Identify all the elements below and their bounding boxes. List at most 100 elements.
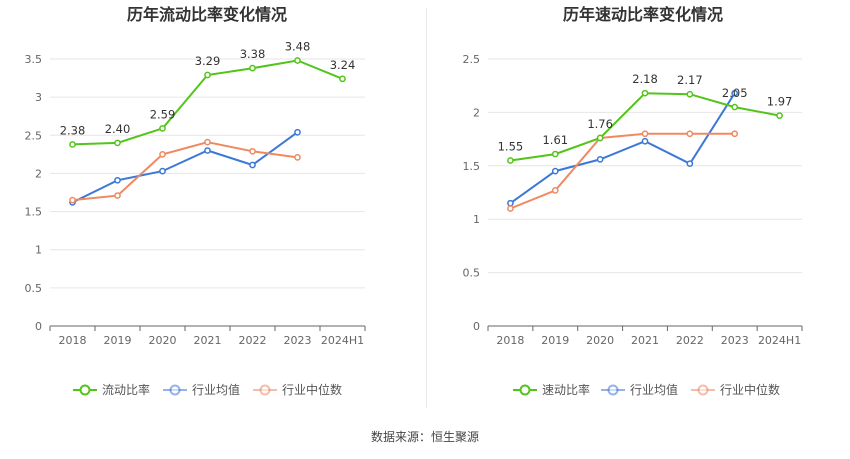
current-ratio-chart: 历年流动比率变化情况 0 0.5 1 1.5 2 2.5 3 3.5 2018 2019 2020 20… [0, 0, 425, 410]
data-label: 2.18 [632, 72, 658, 86]
y-tick-label: 2 [35, 167, 42, 180]
data-point [507, 199, 514, 207]
data-point [294, 154, 301, 161]
data-label: 1.55 [498, 139, 524, 153]
data-point [507, 205, 514, 212]
data-point [114, 192, 121, 199]
data-point [159, 151, 166, 158]
legend-label: 行业均值 [630, 382, 678, 397]
series-line-2 [72, 141, 298, 202]
x-tick-label: 2023 [284, 334, 312, 347]
data-source-note: 数据来源：恒生聚源 [370, 430, 479, 444]
series-line-1 [509, 92, 736, 205]
data-point [731, 103, 739, 111]
data-point [114, 139, 121, 147]
x-tick-label: 2019 [541, 334, 569, 347]
data-label: 2.17 [677, 73, 703, 87]
series-line-1 [72, 131, 299, 204]
data-label: 1.97 [767, 95, 793, 109]
x-tick-label: 2022 [676, 334, 704, 347]
data-point [776, 112, 783, 119]
data-point [249, 147, 256, 155]
data-point [551, 167, 559, 175]
data-label: 2.40 [105, 122, 131, 136]
data-point [69, 196, 76, 204]
legend-marker [697, 384, 709, 396]
legend-label: 速动比率 [542, 382, 590, 397]
data-point [641, 130, 649, 138]
data-point [204, 71, 211, 79]
y-tick-label: 1 [473, 213, 480, 226]
data-point [159, 125, 166, 132]
data-point [686, 90, 694, 98]
data-point [249, 64, 256, 72]
x-tick-label: 2019 [104, 334, 132, 347]
data-point [204, 147, 211, 154]
y-tick-label: 2.5 [25, 129, 43, 142]
data-point [294, 128, 301, 136]
panel-divider [426, 8, 427, 408]
chart-title: 历年流动比率变化情况 [127, 5, 287, 24]
data-point [551, 150, 559, 158]
y-tick-label: 2 [473, 106, 480, 119]
legend-marker [259, 384, 271, 396]
data-point [551, 187, 559, 194]
y-tick-label: 0.5 [463, 267, 481, 280]
legend-label: 行业均值 [192, 382, 240, 397]
y-tick-label: 3 [35, 91, 42, 104]
legend-label: 行业中位数 [282, 382, 342, 397]
x-tick-label: 2022 [239, 334, 267, 347]
data-point [249, 161, 256, 169]
y-tick-label: 2.5 [463, 53, 481, 66]
y-tick-label: 0 [473, 320, 480, 333]
x-tick-label: 2021 [631, 334, 659, 347]
series-line-2 [510, 132, 735, 210]
quick-ratio-chart: 历年速动比率变化情况 0 0.5 1 1.5 2 2.5 2018 2019 2020 2021 20… [425, 0, 850, 410]
data-label: 3.38 [240, 47, 266, 61]
current-ratio-chart-svg: 历年流动比率变化情况 0 0.5 1 1.5 2 2.5 3 3.5 2018 2019 2020 20… [25, 5, 366, 397]
legend-marker [519, 384, 531, 396]
data-point [731, 89, 739, 97]
data-point [294, 57, 301, 64]
y-tick-label: 0 [35, 320, 42, 333]
data-point [686, 160, 694, 168]
x-tick-label: 2018 [496, 334, 524, 347]
x-tick-label: 2024H1 [758, 334, 801, 347]
y-tick-label: 0.5 [25, 282, 43, 295]
data-label: 1.76 [587, 117, 613, 131]
data-label: 1.61 [542, 133, 568, 147]
data-point [731, 130, 739, 138]
x-tick-label: 2023 [721, 334, 749, 347]
y-tick-label: 1.5 [463, 160, 481, 173]
legend-marker [169, 384, 181, 396]
data-point [69, 141, 76, 148]
x-tick-label: 2020 [586, 334, 614, 347]
data-point [204, 138, 211, 146]
legend-marker [79, 384, 91, 396]
x-tick-label: 2020 [149, 334, 177, 347]
data-label: 3.24 [330, 58, 356, 72]
data-point [507, 157, 514, 164]
chart-title: 历年速动比率变化情况 [563, 5, 723, 24]
y-tick-label: 1 [35, 244, 42, 257]
data-point [159, 167, 166, 175]
data-label: 2.59 [150, 107, 176, 121]
series-line-0 [510, 92, 780, 162]
data-point [641, 137, 649, 145]
data-point [596, 134, 604, 142]
x-tick-label: 2018 [59, 334, 87, 347]
data-label: 2.38 [60, 123, 86, 137]
data-point [641, 89, 649, 97]
data-point [686, 130, 694, 138]
legend-marker [607, 384, 619, 396]
data-label: 3.48 [285, 40, 311, 54]
legend-label: 流动比率 [102, 382, 150, 397]
data-point [339, 75, 346, 83]
data-point [114, 176, 121, 184]
x-tick-label: 2024H1 [321, 334, 364, 347]
legend-label: 行业中位数 [720, 382, 780, 397]
y-tick-label: 1.5 [25, 206, 43, 219]
y-tick-label: 3.5 [25, 53, 43, 66]
data-label: 2.05 [722, 86, 748, 100]
data-point [596, 156, 604, 163]
